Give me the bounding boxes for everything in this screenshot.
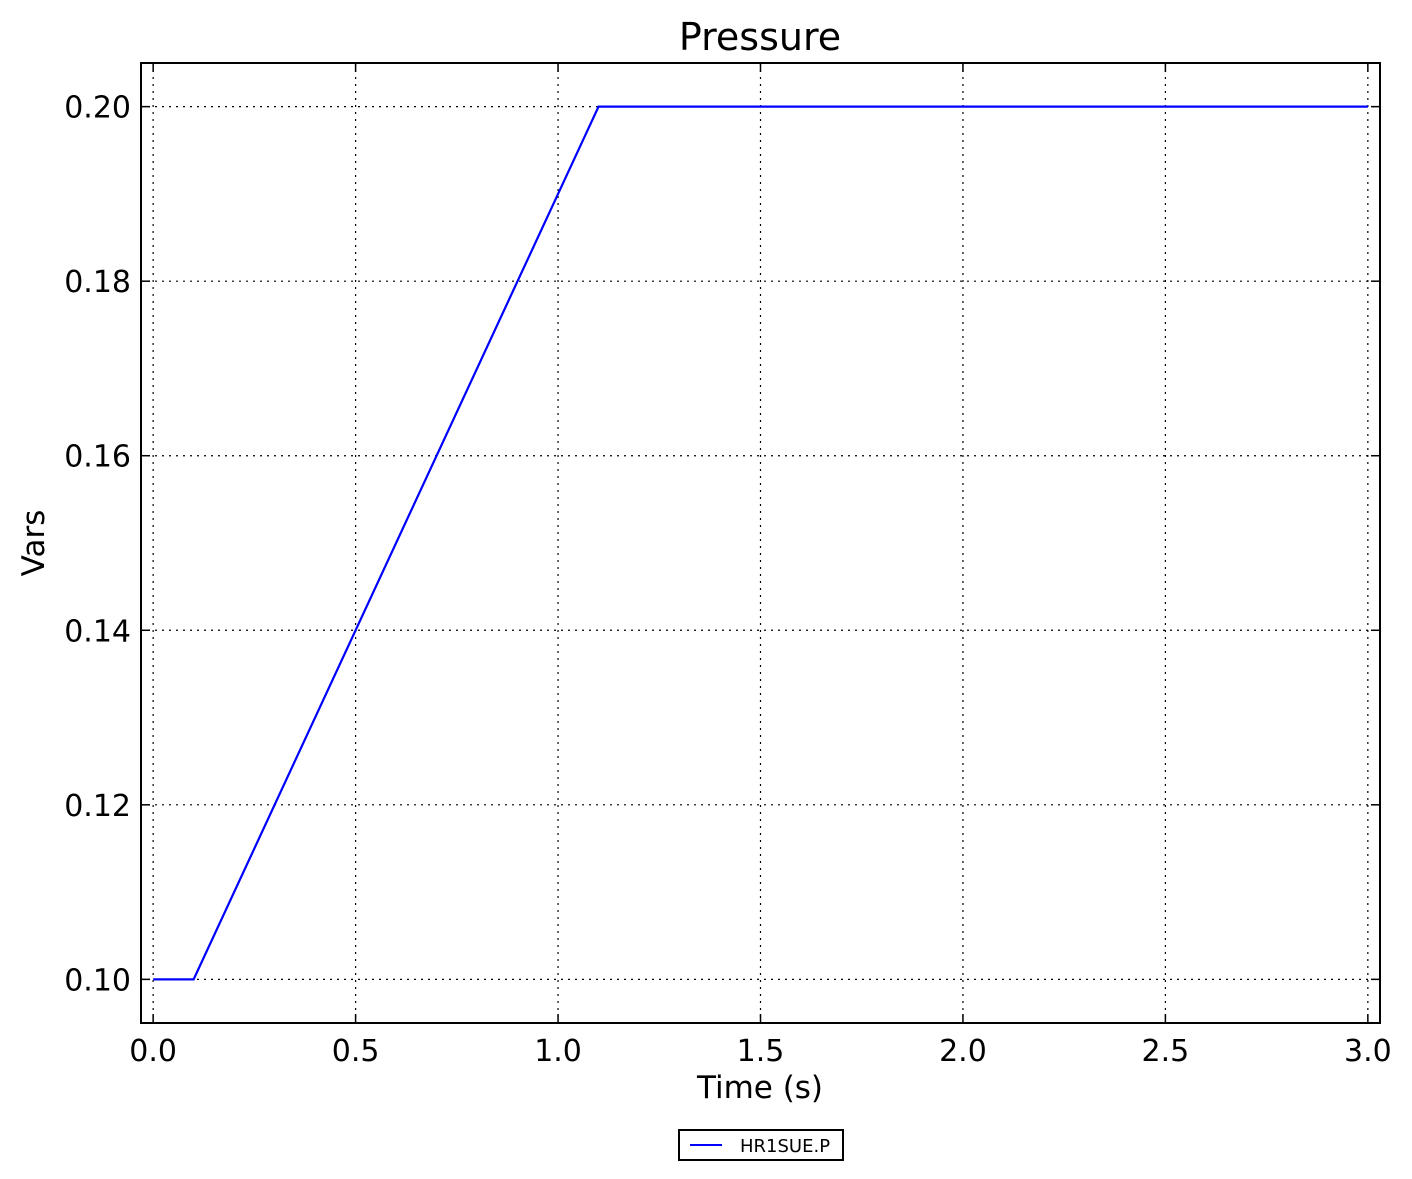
series-layer — [153, 105, 1368, 981]
x-tick-label: 0.0 — [129, 1034, 177, 1069]
x-tick-label: 2.0 — [939, 1034, 987, 1069]
y-tick-label: 0.10 — [64, 963, 131, 998]
x-tick-label: 3.0 — [1344, 1034, 1392, 1069]
plot-frame — [140, 62, 1381, 1024]
y-axis-label: Vars — [16, 510, 52, 577]
x-tick-label: 0.5 — [332, 1034, 380, 1069]
y-tick-label: 0.14 — [64, 614, 131, 649]
chart-title: Pressure — [679, 15, 841, 59]
series-line-hr1sue-p — [153, 105, 1368, 981]
x-axis-label: Time (s) — [696, 1070, 823, 1106]
y-tick-labels: 0.10 0.12 0.14 0.16 0.18 0.20 — [64, 91, 131, 999]
x-tick-label: 1.5 — [737, 1034, 785, 1069]
y-tick-label: 0.18 — [64, 265, 131, 300]
x-tick-label: 2.5 — [1142, 1034, 1190, 1069]
y-tick-label: 0.16 — [64, 440, 131, 475]
y-tick-label: 0.12 — [64, 789, 131, 824]
x-tick-labels: 0.0 0.5 1.0 1.5 2.0 2.5 3.0 — [129, 1034, 1391, 1069]
y-tick-label: 0.20 — [64, 91, 131, 126]
x-tick-label: 1.0 — [534, 1034, 582, 1069]
axis-ticks — [141, 63, 1380, 1023]
legend-label-hr1sue-p: HR1SUE.P — [740, 1136, 830, 1157]
grid-lines — [141, 63, 1380, 1023]
legend: HR1SUE.P — [678, 1129, 844, 1161]
